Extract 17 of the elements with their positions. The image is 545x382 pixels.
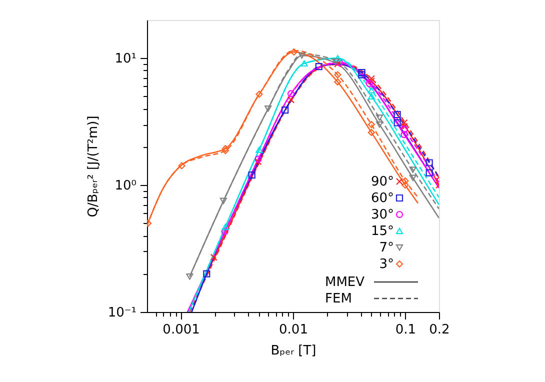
legend-label: 3° — [379, 257, 394, 272]
annotation: FEM — [325, 292, 352, 306]
x-axis-title: Bₚₑᵣ [T] — [270, 344, 316, 358]
annotation: MMEV — [325, 275, 365, 290]
y-axis-title: Q/Bₚₑᵣ² [J/(T²m)] — [86, 116, 101, 218]
x-tick-label: 0.01 — [279, 322, 308, 338]
legend-label: 90° — [370, 174, 394, 190]
x-tick-label: 0.2 — [429, 322, 450, 338]
legend-label: 15° — [370, 224, 394, 239]
y-tick-label: 10⁻¹ — [108, 306, 136, 320]
x-tick-label: 0.1 — [395, 322, 416, 338]
x-tick-label: 0.001 — [162, 322, 200, 338]
y-tick-label: 10¹ — [114, 52, 136, 67]
y-tick-label: 10⁰ — [114, 178, 136, 194]
legend-label: 30° — [370, 208, 394, 222]
legend-label: 7° — [379, 240, 394, 256]
legend-label: 60° — [370, 191, 394, 206]
